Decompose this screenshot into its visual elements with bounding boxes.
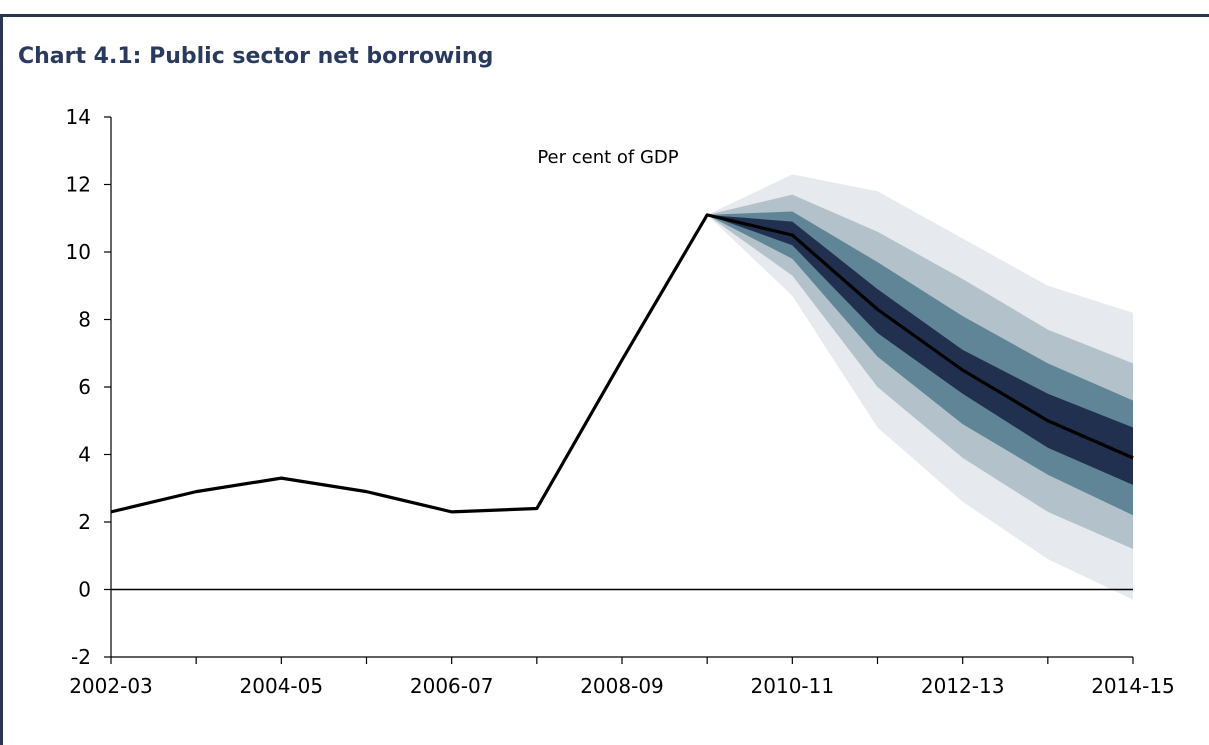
- x-tick-label: 2004-05: [240, 674, 324, 698]
- x-tick-label: 2012-13: [921, 674, 1005, 698]
- series-lines: [110, 213, 1134, 514]
- tick-labels: -2 0 2 4 6 8 10 12 14 2002-03 2004-05 2006-07 2008-0…: [66, 105, 1175, 698]
- chart-title: Chart 4.1: Public sector net borrowing: [18, 44, 494, 69]
- frame-left-rule: [0, 14, 3, 745]
- y-tick-label: 0: [78, 578, 91, 602]
- y-tick-label: -2: [71, 645, 91, 669]
- y-tick-label: 14: [66, 105, 91, 129]
- x-tick-label: 2002-03: [69, 674, 153, 698]
- y-tick-label: 2: [78, 510, 91, 534]
- x-tick-label: 2008-09: [580, 674, 664, 698]
- y-tick-label: 6: [78, 375, 91, 399]
- y-tick-label: 8: [78, 308, 91, 332]
- y-tick-label: 12: [66, 173, 91, 197]
- units-annotation: Per cent of GDP: [537, 147, 678, 168]
- x-tick-label: 2014-15: [1091, 674, 1175, 698]
- psnb-line: [110, 213, 1134, 514]
- fan-bands: [707, 174, 1133, 600]
- frame-top-rule: [0, 14, 1209, 17]
- fan-band-4: [707, 214, 1133, 485]
- y-tick-label: 10: [66, 240, 91, 264]
- x-tick-label: 2010-11: [751, 674, 835, 698]
- x-tick-label: 2006-07: [410, 674, 494, 698]
- y-tick-label: 4: [78, 443, 91, 467]
- axes: [104, 116, 1134, 664]
